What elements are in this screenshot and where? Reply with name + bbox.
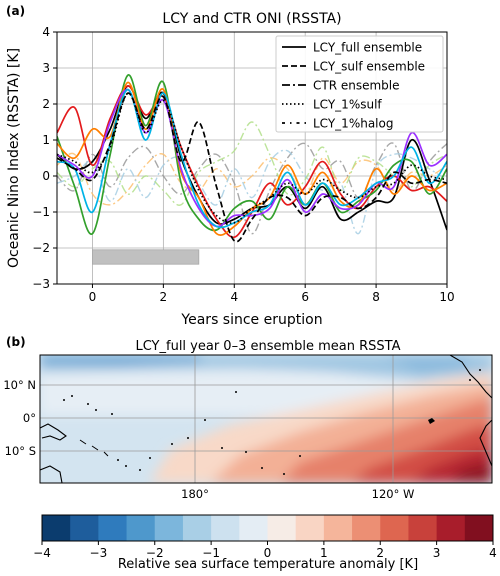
tick-label-y: −3 (32, 277, 50, 291)
panel-a-tag: (a) (6, 4, 25, 18)
panel-a-ticks: 0 2 4 6 8 10 −3 −2 −1 0 1 2 3 4 (32, 25, 454, 304)
map-frame (39, 354, 493, 484)
panel-a-title: LCY and CTR ONI (RSSTA) (162, 11, 341, 27)
series-line-10 (57, 149, 447, 235)
lon-label-180: 180° (181, 487, 209, 501)
tick-label-y: 3 (42, 61, 50, 75)
colorbar-segment (323, 515, 353, 541)
colorbar-tick-label: −3 (90, 546, 108, 560)
tick-label-x: 2 (160, 290, 168, 304)
coastline-australia (40, 465, 63, 483)
colorbar-tick-label: 4 (489, 546, 497, 560)
legend-label-1sulf: LCY_1%sulf (313, 98, 382, 112)
panel-a-legend: LCY_full ensemble LCY_sulf ensemble CTR … (275, 35, 444, 133)
lat-label-0: 0° (23, 411, 36, 425)
lat-label-10n: 10° N (3, 378, 36, 392)
colorbar-tick-label: 2 (376, 546, 384, 560)
tick-label-y: −2 (32, 241, 50, 255)
colorbar-tick-label: 1 (320, 546, 328, 560)
panel-a-frame (56, 31, 448, 285)
legend-label-ctr: CTR ensemble (313, 79, 400, 93)
colorbar-segment (126, 515, 156, 541)
sst-map (40, 355, 492, 483)
coastline-new-guinea (40, 423, 67, 441)
panel-a-xlabel: Years since eruption (180, 312, 322, 328)
colorbar-tick-label: −4 (33, 546, 51, 560)
coastline-solomons (79, 439, 109, 457)
colorbar-ticks: −4 −3 −2 −1 0 1 2 3 4 (33, 541, 497, 560)
series-line-11 (57, 121, 447, 206)
legend-label-sulf: LCY_sulf ensemble (313, 60, 425, 74)
tick-label-y: 1 (42, 133, 50, 147)
tick-label-y: 4 (42, 25, 50, 39)
series-line-5 (57, 88, 447, 229)
contour-north-cool-east (380, 355, 470, 372)
colorbar-segment (182, 515, 212, 541)
colorbar-segment (267, 515, 297, 541)
panel-b-title: LCY_full year 0–3 ensemble mean RSSTA (135, 339, 400, 354)
tick-label-x: 6 (301, 290, 309, 304)
panel-a-ylabel: Oceanic Nino Index (RSSTA) [K] (6, 48, 22, 268)
legend-label-full: LCY_full ensemble (313, 41, 422, 55)
eruption-period-bar (92, 249, 200, 265)
coastline-south-america (479, 419, 492, 467)
colorbar-segment (464, 515, 494, 541)
legend-label-1halog: LCY_1%halog (313, 117, 393, 131)
pacific-islands (63, 369, 481, 475)
tick-label-x: 0 (89, 290, 97, 304)
coastline-galapagos (428, 418, 435, 424)
colorbar-segment (408, 515, 438, 541)
colorbar-segment (154, 515, 184, 541)
colorbar-segment (352, 515, 381, 541)
lat-label-10s: 10° S (5, 444, 36, 458)
tick-label-y: 0 (42, 169, 50, 183)
colorbar-segment (70, 515, 99, 541)
panel-a-series (57, 74, 447, 243)
tick-label-x: 10 (439, 290, 454, 304)
colorbar-segment (380, 515, 409, 541)
legend-box (275, 35, 444, 133)
coastline-americas (449, 355, 492, 399)
lon-label-120w: 120° W (372, 487, 415, 501)
colorbar-segment (239, 515, 268, 541)
tick-label-y: 2 (42, 97, 50, 111)
colorbar-tick-label: −1 (202, 546, 220, 560)
series-line-3 (57, 81, 447, 236)
colorbar-segment (42, 515, 71, 541)
contour-warm-core (450, 462, 492, 483)
tick-label-x: 8 (372, 290, 380, 304)
colorbar-label: Relative sea surface temperature anomaly… (118, 557, 418, 572)
colorbar-segment (98, 515, 128, 541)
panel-b-tag: (b) (6, 335, 26, 349)
colorbar-tick-label: 3 (433, 546, 441, 560)
colorbar-segment (295, 515, 325, 541)
series-line-8 (57, 142, 447, 235)
colorbar (41, 514, 494, 542)
contour-north-cool-core (40, 355, 200, 366)
series-line-4 (57, 88, 447, 228)
colorbar-segment (436, 515, 466, 541)
panel-a-shaded-bar (92, 249, 200, 265)
colorbar-tick-label: −2 (146, 546, 164, 560)
tick-label-x: 4 (230, 290, 238, 304)
tick-label-y: −1 (32, 205, 50, 219)
colorbar-tick-label: 0 (264, 546, 272, 560)
colorbar-segment (211, 515, 240, 541)
